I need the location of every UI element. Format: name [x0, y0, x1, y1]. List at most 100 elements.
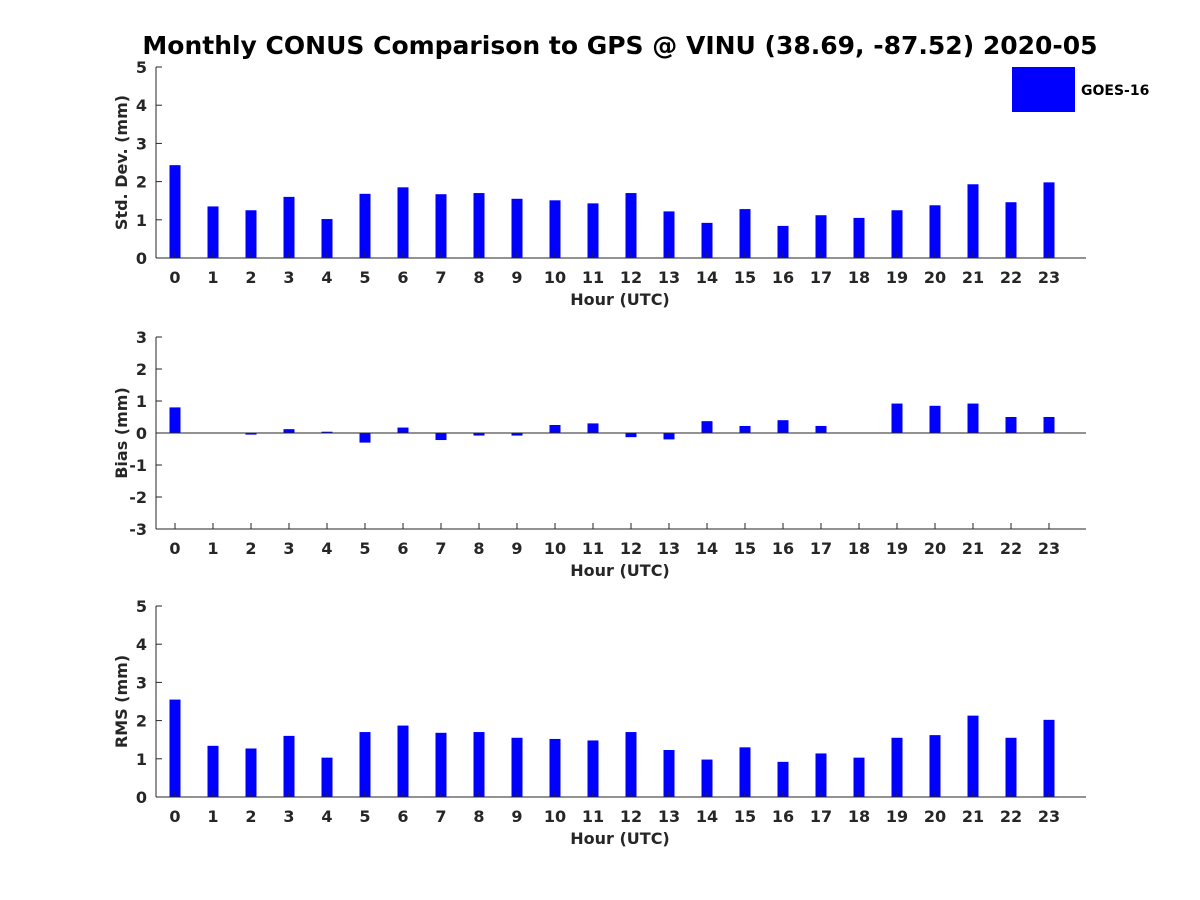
bias-bar-17: [815, 425, 827, 433]
std-dev-bar-0: [169, 165, 181, 258]
rms-x-tick-label: 12: [620, 807, 642, 826]
bias-x-tick-label: 22: [1000, 539, 1022, 558]
std-dev-x-tick-label: 10: [544, 268, 566, 287]
std-dev-x-tick-label: 15: [734, 268, 756, 287]
std-dev-x-tick-label: 7: [435, 268, 446, 287]
std-dev-x-axis-label: Hour (UTC): [570, 290, 670, 309]
std-dev-bar-4: [321, 219, 333, 258]
rms-bar-16: [777, 761, 789, 797]
rms-bar-12: [625, 732, 637, 797]
std-dev-x-tick-label: 11: [582, 268, 604, 287]
std-dev-bar-16: [777, 225, 789, 258]
rms-x-tick-label: 3: [283, 807, 294, 826]
rms-x-tick-label: 19: [886, 807, 908, 826]
std-dev-bar-13: [663, 211, 675, 258]
bias-bar-14: [701, 421, 713, 433]
bias-x-tick-label: 3: [283, 539, 294, 558]
bias-x-tick-label: 14: [696, 539, 718, 558]
std-dev-bar-10: [549, 200, 561, 258]
bias-x-tick-label: 2: [245, 539, 256, 558]
rms-x-tick-label: 17: [810, 807, 832, 826]
std-dev-x-tick-label: 1: [207, 268, 218, 287]
bias-y-axis-label: Bias (mm): [112, 387, 131, 479]
bias-bar-19: [891, 403, 903, 433]
std-dev-x-tick-label: 13: [658, 268, 680, 287]
rms-bar-17: [815, 753, 827, 797]
bias-x-tick-label: 10: [544, 539, 566, 558]
rms-x-tick-label: 16: [772, 807, 794, 826]
bias-y-tick-label: -3: [129, 520, 147, 539]
rms-y-axis-label: RMS (mm): [112, 655, 131, 748]
bias-y-tick-label: 1: [136, 392, 147, 411]
rms-x-tick-label: 15: [734, 807, 756, 826]
rms-x-tick-label: 13: [658, 807, 680, 826]
std-dev-x-tick-label: 22: [1000, 268, 1022, 287]
std-dev-bar-3: [283, 196, 295, 258]
std-dev-bar-15: [739, 209, 751, 258]
bias-bar-16: [777, 420, 789, 433]
rms-x-tick-label: 10: [544, 807, 566, 826]
rms-x-axis-label: Hour (UTC): [570, 829, 670, 848]
std-dev-y-tick-label: 0: [136, 249, 147, 268]
std-dev-bar-6: [397, 187, 409, 258]
rms-y-tick-label: 4: [136, 635, 147, 654]
std-dev-y-tick-label: 5: [136, 58, 147, 77]
bias-bar-4: [321, 431, 333, 433]
std-dev-bar-20: [929, 205, 941, 258]
bias-x-tick-label: 9: [511, 539, 522, 558]
rms-x-tick-label: 21: [962, 807, 984, 826]
rms-bar-21: [967, 715, 979, 797]
bias-x-tick-label: 16: [772, 539, 794, 558]
bias-bar-21: [967, 403, 979, 433]
bias-bar-23: [1043, 417, 1055, 433]
std-dev-bar-22: [1005, 202, 1017, 258]
std-dev-y-tick-label: 2: [136, 173, 147, 192]
rms-x-tick-label: 2: [245, 807, 256, 826]
std-dev-bar-12: [625, 193, 637, 258]
rms-bar-6: [397, 725, 409, 797]
rms-bar-7: [435, 732, 447, 797]
bias-x-axis-label: Hour (UTC): [570, 561, 670, 580]
std-dev-x-tick-label: 19: [886, 268, 908, 287]
std-dev-x-tick-label: 4: [321, 268, 332, 287]
std-dev-x-tick-label: 21: [962, 268, 984, 287]
rms-bar-20: [929, 735, 941, 797]
std-dev-x-tick-label: 3: [283, 268, 294, 287]
bias-x-tick-label: 17: [810, 539, 832, 558]
rms-x-tick-label: 5: [359, 807, 370, 826]
rms-y-tick-label: 2: [136, 712, 147, 731]
bias-x-tick-label: 6: [397, 539, 408, 558]
std-dev-bar-19: [891, 210, 903, 258]
std-dev-bar-17: [815, 215, 827, 258]
rms-bar-5: [359, 732, 371, 797]
bias-bar-6: [397, 427, 409, 433]
rms-bar-8: [473, 732, 485, 797]
bias-bar-7: [435, 433, 447, 441]
std-dev-x-tick-label: 6: [397, 268, 408, 287]
rms-x-tick-label: 11: [582, 807, 604, 826]
rms-x-tick-label: 18: [848, 807, 870, 826]
rms-bar-2: [245, 748, 257, 797]
std-dev-bar-8: [473, 193, 485, 258]
bias-y-tick-label: -2: [129, 488, 147, 507]
bias-x-tick-label: 20: [924, 539, 946, 558]
bias-bar-5: [359, 433, 371, 443]
bias-y-tick-label: -1: [129, 456, 147, 475]
bias-bar-2: [245, 433, 257, 435]
rms-x-tick-label: 6: [397, 807, 408, 826]
std-dev-y-axis-label: Std. Dev. (mm): [112, 95, 131, 230]
rms-bar-1: [207, 745, 219, 797]
rms-bar-13: [663, 750, 675, 797]
rms-bar-14: [701, 759, 713, 797]
std-dev-y-tick-label: 3: [136, 134, 147, 153]
bias-bar-0: [169, 407, 181, 433]
std-dev-x-tick-label: 18: [848, 268, 870, 287]
rms-bar-4: [321, 757, 333, 797]
bias-bar-15: [739, 425, 751, 433]
bias-x-tick-label: 11: [582, 539, 604, 558]
rms-y-tick-label: 5: [136, 597, 147, 616]
rms-bar-15: [739, 747, 751, 797]
